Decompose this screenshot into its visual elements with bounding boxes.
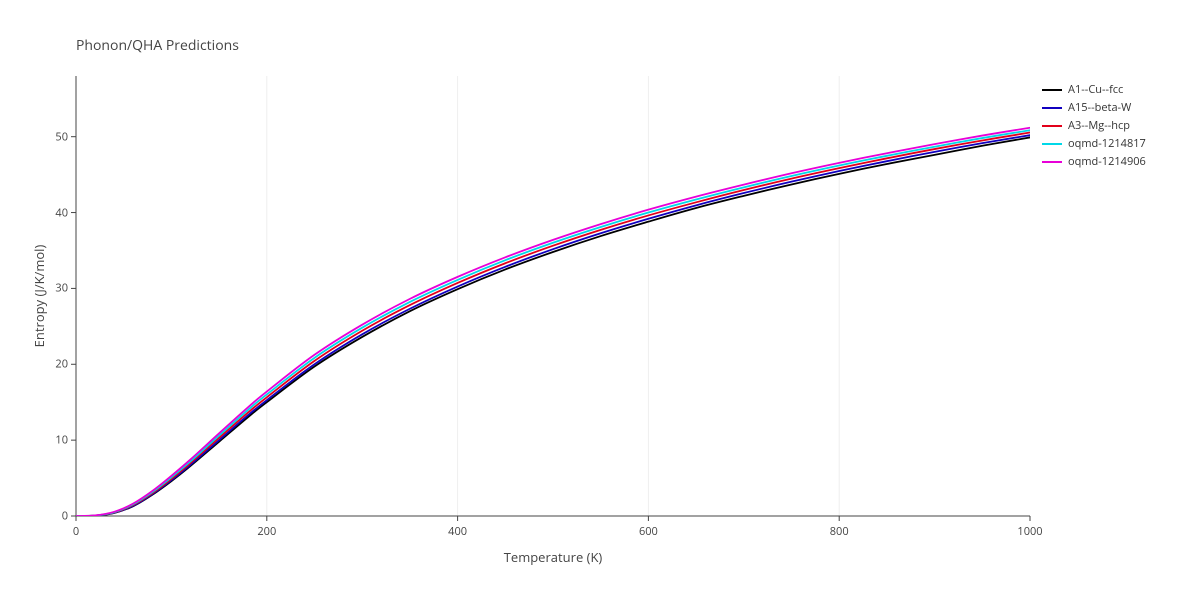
x-tick-label: 200 (257, 524, 276, 539)
legend-label: A15--beta-W (1068, 100, 1131, 115)
legend-swatch (1042, 107, 1062, 109)
series-line[interactable] (76, 135, 1030, 516)
y-axis-label: Entropy (J/K/mol) (30, 236, 48, 356)
legend-swatch (1042, 143, 1062, 145)
legend-item[interactable]: oqmd-1214906 (1042, 154, 1146, 169)
y-tick-label: 20 (46, 357, 68, 372)
x-tick-label: 0 (73, 524, 79, 539)
legend-label: A1--Cu--fcc (1068, 82, 1123, 97)
legend-swatch (1042, 125, 1062, 127)
x-tick-label: 600 (639, 524, 658, 539)
y-tick-label: 10 (46, 433, 68, 448)
legend-item[interactable]: A1--Cu--fcc (1042, 82, 1146, 97)
series-line[interactable] (76, 128, 1030, 516)
legend-item[interactable]: A3--Mg--hcp (1042, 118, 1146, 133)
plot-svg (0, 0, 1200, 600)
y-tick-label: 0 (46, 509, 68, 524)
y-tick-label: 50 (46, 129, 68, 144)
series-line[interactable] (76, 133, 1030, 516)
legend-swatch (1042, 161, 1062, 163)
x-axis-label: Temperature (K) (493, 548, 613, 566)
legend-label: oqmd-1214817 (1068, 136, 1146, 151)
legend: A1--Cu--fcc A15--beta-W A3--Mg--hcp oqmd-12… (1042, 82, 1146, 172)
y-tick-label: 40 (46, 205, 68, 220)
legend-swatch (1042, 89, 1062, 91)
series-line[interactable] (76, 137, 1030, 516)
x-tick-label: 800 (830, 524, 849, 539)
y-tick-label: 30 (46, 281, 68, 296)
legend-item[interactable]: A15--beta-W (1042, 100, 1146, 115)
legend-label: A3--Mg--hcp (1068, 118, 1130, 133)
legend-item[interactable]: oqmd-1214817 (1042, 136, 1146, 151)
x-tick-label: 400 (448, 524, 467, 539)
legend-label: oqmd-1214906 (1068, 154, 1146, 169)
x-tick-label: 1000 (1017, 524, 1042, 539)
series-line[interactable] (76, 130, 1030, 516)
chart-container: Phonon/QHA Predictions 02004006008001000… (0, 0, 1200, 600)
